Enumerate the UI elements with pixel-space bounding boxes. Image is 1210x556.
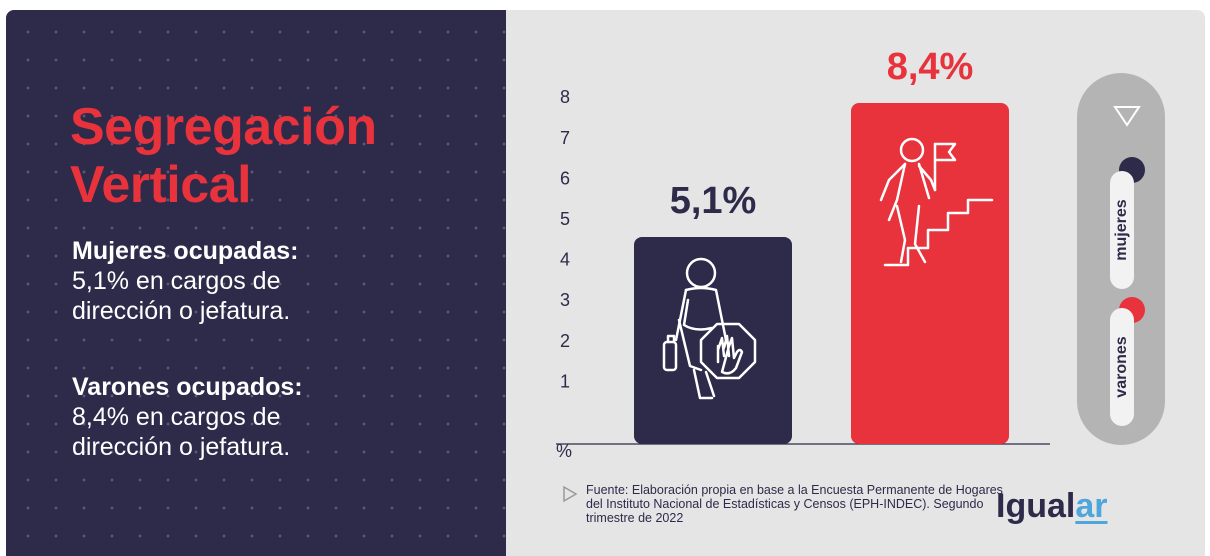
- legend-label-mujeres: mujeres: [1110, 171, 1134, 289]
- y-tick-label: 4: [560, 250, 570, 270]
- y-tick-label: 5: [560, 209, 570, 229]
- y-tick-label: 6: [560, 168, 570, 188]
- logo-part2: ar: [1075, 487, 1107, 525]
- logo: Igualar: [996, 487, 1107, 526]
- y-tick-label: 8: [560, 87, 570, 107]
- data-label-varones: 8,4%: [887, 46, 974, 88]
- data-label-mujeres: 5,1%: [670, 180, 757, 222]
- arrow-icon: [562, 485, 578, 503]
- y-tick-label: 3: [560, 290, 570, 310]
- y-tick-label: 1: [560, 371, 570, 391]
- logo-part1: Igual: [996, 487, 1075, 525]
- source-note: Fuente: Elaboración propia en base a la …: [586, 483, 1006, 525]
- y-axis-unit: %: [556, 441, 572, 461]
- y-tick-label: 7: [560, 128, 570, 148]
- y-tick-label: 2: [560, 331, 570, 351]
- bar-varones: [851, 103, 1009, 444]
- legend-label-varones: varones: [1110, 308, 1134, 426]
- triangle-icon: [1113, 104, 1141, 128]
